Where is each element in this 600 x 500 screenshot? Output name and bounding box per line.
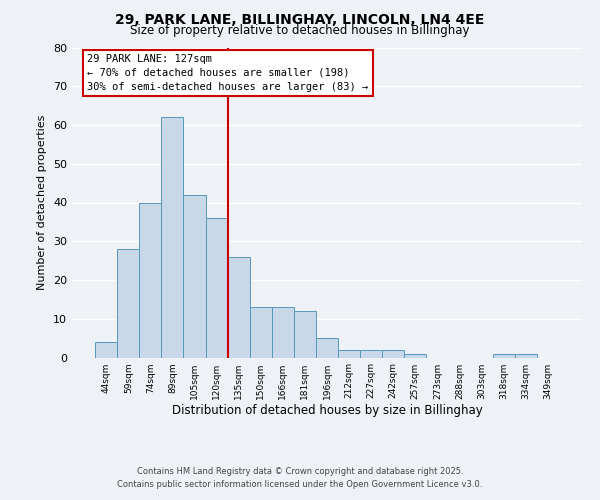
Bar [316,338,338,357]
Bar [184,194,206,358]
Bar [95,342,117,357]
Bar [206,218,227,358]
Bar [404,354,427,358]
X-axis label: Distribution of detached houses by size in Billinghay: Distribution of detached houses by size … [172,404,482,417]
Text: 29 PARK LANE: 127sqm
← 70% of detached houses are smaller (198)
30% of semi-deta: 29 PARK LANE: 127sqm ← 70% of detached h… [88,54,368,92]
Bar [493,354,515,358]
Y-axis label: Number of detached properties: Number of detached properties [37,115,47,290]
Bar [272,307,294,358]
Bar [294,311,316,358]
Bar [382,350,404,358]
Bar [250,307,272,358]
Bar [161,117,184,358]
Bar [117,249,139,358]
Bar [515,354,537,358]
Text: Contains HM Land Registry data © Crown copyright and database right 2025.
Contai: Contains HM Land Registry data © Crown c… [118,468,482,489]
Bar [139,202,161,358]
Text: Size of property relative to detached houses in Billinghay: Size of property relative to detached ho… [130,24,470,37]
Bar [360,350,382,358]
Bar [338,350,360,358]
Bar [227,257,250,358]
Text: 29, PARK LANE, BILLINGHAY, LINCOLN, LN4 4EE: 29, PARK LANE, BILLINGHAY, LINCOLN, LN4 … [115,12,485,26]
